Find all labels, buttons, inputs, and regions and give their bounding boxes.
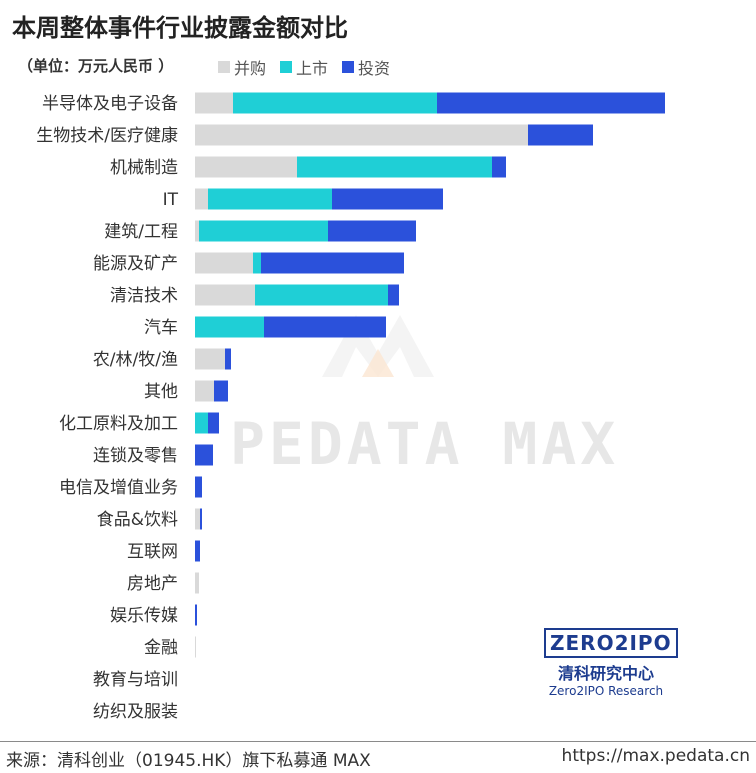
category-label: 农/林/牧/渔 [93, 350, 178, 370]
bar-segment-shangshi [255, 284, 388, 306]
bar-segment-shangshi [199, 220, 328, 242]
bar-segment-shangshi [195, 316, 264, 338]
bar-segment-bingou [195, 636, 196, 658]
bar-segment-bingou [195, 124, 528, 146]
category-label: 化工原料及加工 [59, 414, 178, 434]
footer-url[interactable]: https://max.pedata.cn [561, 746, 750, 766]
legend-item-touzi: 投资 [342, 55, 390, 79]
bar-segment-bingou [195, 188, 208, 210]
brand-name-en: Zero2IPO Research [548, 684, 664, 698]
bar-segment-touzi [200, 508, 202, 530]
bar-segment-touzi [437, 92, 665, 114]
category-label: 金融 [144, 638, 178, 658]
bar-segment-shangshi [253, 252, 261, 274]
bar-segment-touzi [388, 284, 399, 306]
bar-segment-touzi [214, 380, 228, 402]
bar-segment-bingou [195, 572, 199, 594]
category-label: 半导体及电子设备 [42, 94, 178, 114]
legend-swatch-touzi [342, 61, 355, 73]
legend-label-bingou: 并购 [234, 59, 267, 78]
category-label: 生物技术/医疗健康 [36, 126, 178, 146]
category-label: IT [163, 190, 179, 210]
category-label: 纺织及服装 [93, 702, 178, 722]
unit-label: （单位：万元人民币 ） [18, 57, 174, 75]
category-label: 教育与培训 [93, 670, 178, 690]
category-label: 机械制造 [110, 158, 178, 178]
category-label: 互联网 [127, 542, 178, 562]
bar-segment-touzi [528, 124, 593, 146]
bar-segment-touzi [208, 412, 219, 434]
brand-logo: ZERO2IPO [544, 628, 678, 658]
watermark-text: PEDATA MAX [230, 410, 620, 478]
category-label: 娱乐传媒 [110, 606, 178, 626]
bar-segment-bingou [195, 92, 233, 114]
brand-block: ZERO2IPO 清科研究中心 Zero2IPO Research [544, 628, 678, 698]
bar-segment-touzi [195, 604, 197, 626]
brand-name-cn: 清科研究中心 [557, 664, 654, 683]
bar-segment-shangshi [208, 188, 332, 210]
bar-segment-bingou [195, 284, 255, 306]
legend-item-bingou: 并购 [218, 55, 266, 79]
bar-segment-touzi [195, 444, 213, 466]
bar-segment-bingou [195, 156, 297, 178]
legend: 并购 上市 投资 [218, 55, 390, 79]
legend-item-shangshi: 上市 [280, 55, 328, 79]
legend-label-touzi: 投资 [358, 59, 391, 78]
legend-swatch-bingou [218, 61, 230, 73]
bar-segment-shangshi [195, 412, 208, 434]
bar-segment-touzi [332, 188, 443, 210]
bar-segment-touzi [195, 476, 202, 498]
bar-segment-bingou [195, 252, 253, 274]
category-label: 能源及矿产 [93, 254, 178, 274]
legend-swatch-shangshi [280, 61, 293, 73]
bar-segment-touzi [328, 220, 416, 242]
legend-label-shangshi: 上市 [296, 59, 329, 78]
bar-segment-shangshi [233, 92, 437, 114]
chart-title: 本周整体事件行业披露金额对比 [12, 14, 348, 42]
bar-segment-bingou [195, 380, 214, 402]
footer-divider [0, 741, 756, 742]
category-label: 清洁技术 [110, 286, 178, 306]
bar-segment-touzi [225, 348, 231, 370]
bar-segment-bingou [195, 348, 225, 370]
bar-segment-bingou [195, 220, 199, 242]
category-label: 食品&饮料 [97, 510, 178, 530]
bar-segment-touzi [261, 252, 404, 274]
category-label: 连锁及零售 [93, 446, 178, 466]
footer-source: 来源：清科创业（01945.HK）旗下私募通 MAX [6, 751, 371, 771]
category-label: 建筑/工程 [104, 222, 178, 242]
bar-segment-touzi [195, 540, 200, 562]
category-label: 房地产 [127, 574, 178, 594]
category-label: 其他 [144, 382, 178, 402]
category-label: 汽车 [144, 318, 178, 338]
bar-segment-shangshi [297, 156, 492, 178]
bar-segment-touzi [492, 156, 506, 178]
category-label: 电信及增值业务 [59, 478, 178, 498]
bar-segment-touzi [264, 316, 386, 338]
bar-segment-bingou [195, 508, 200, 530]
